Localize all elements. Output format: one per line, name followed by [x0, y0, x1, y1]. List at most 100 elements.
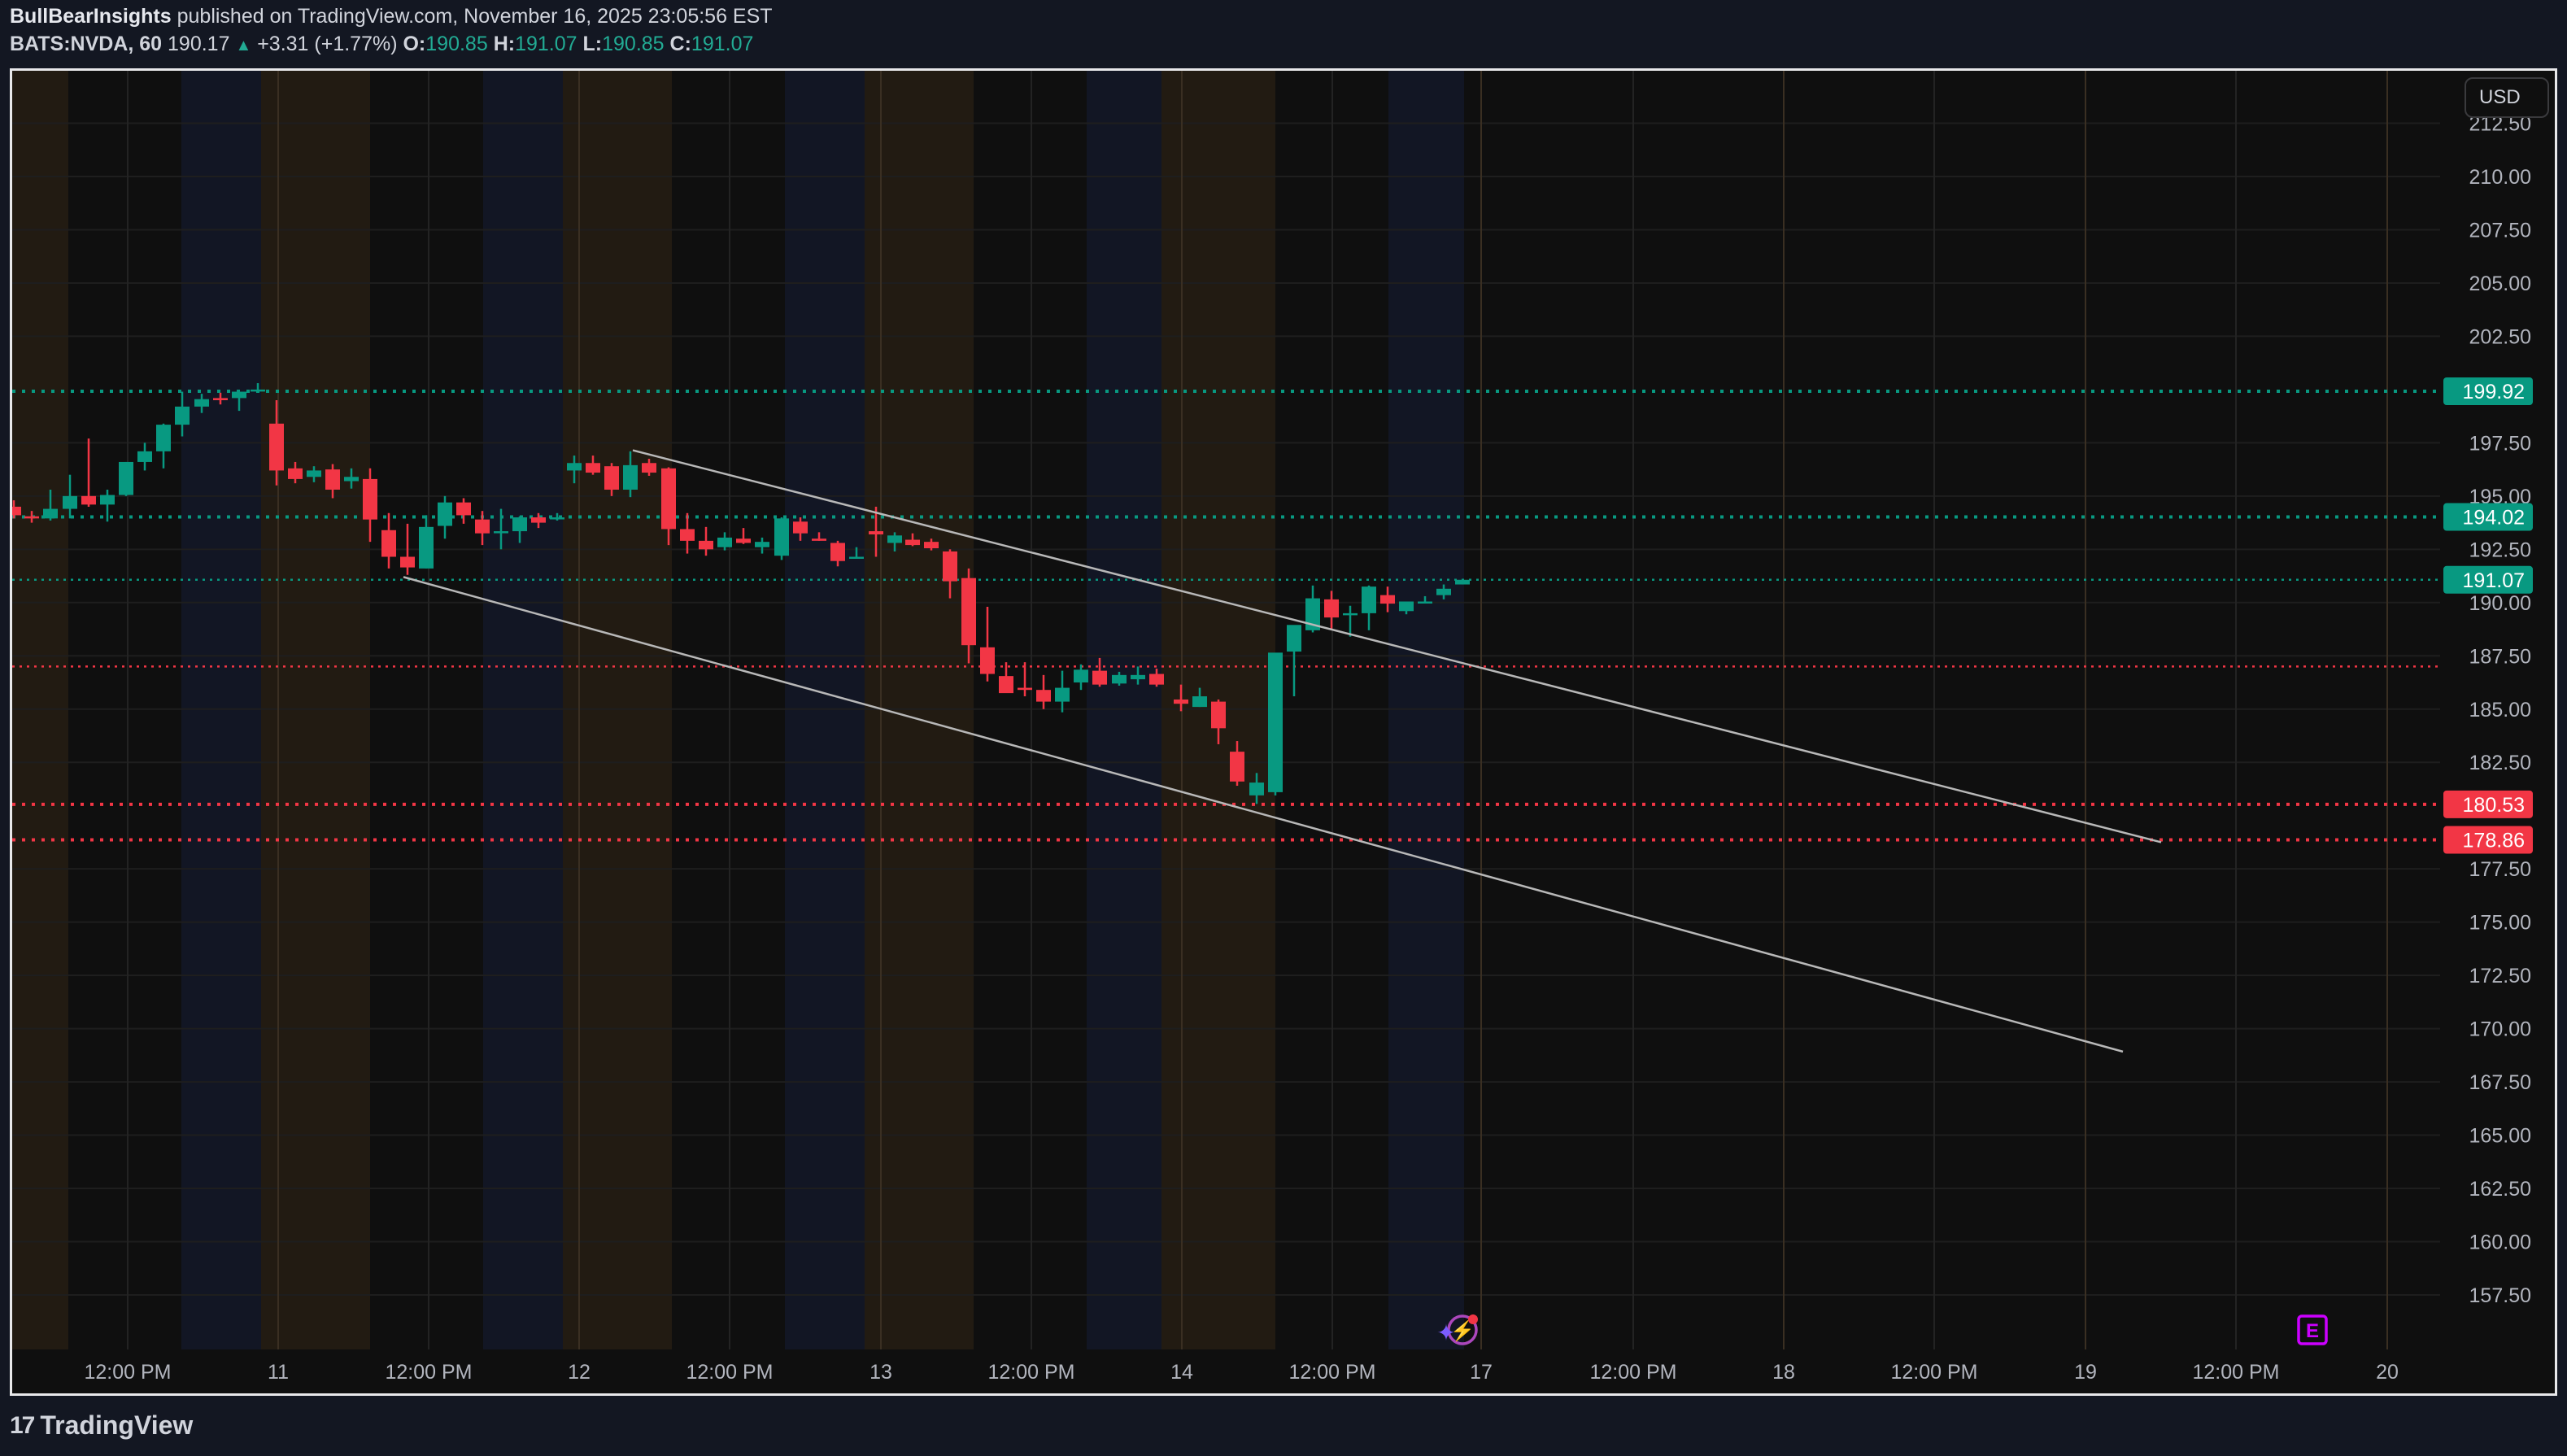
earnings-icon[interactable] [2297, 1314, 2328, 1345]
candle-down[interactable] [456, 502, 471, 516]
candle-up[interactable] [43, 508, 58, 519]
trendline-lower-channel[interactable] [403, 576, 2124, 1053]
candle-down[interactable] [924, 542, 939, 549]
candle-up[interactable] [100, 495, 115, 505]
candle-up[interactable] [774, 518, 789, 556]
candle-up[interactable] [175, 406, 190, 425]
candle-up[interactable] [1055, 687, 1070, 702]
candle-up[interactable] [1074, 669, 1088, 683]
candle-down[interactable] [1092, 670, 1107, 685]
candle-down[interactable] [81, 495, 96, 505]
candle-down[interactable] [475, 519, 490, 534]
candle-up[interactable] [849, 556, 864, 559]
candle-up[interactable] [494, 531, 508, 534]
candle-down[interactable] [381, 530, 396, 557]
candle-up[interactable] [1418, 601, 1432, 604]
candle-up[interactable] [512, 517, 527, 532]
candle-up[interactable] [567, 463, 582, 471]
price-axis-label: 175.00 [2469, 912, 2531, 935]
candle-down[interactable] [699, 540, 713, 550]
candle-up[interactable] [550, 517, 564, 520]
candle-up[interactable] [438, 502, 452, 526]
candle-up[interactable] [251, 389, 265, 392]
candle-up[interactable] [1249, 782, 1264, 796]
chart-frame[interactable]: 12:00 PM 11 12:00 PM 12 12:00 PM 13 12:00 PM 14… [10, 68, 2557, 1396]
candle-up[interactable] [1362, 586, 1376, 613]
candle-down[interactable] [680, 529, 695, 541]
price-level-badge[interactable] [2443, 565, 2533, 594]
price-axis-label: 167.50 [2469, 1071, 2531, 1094]
candle-up[interactable] [1305, 598, 1320, 630]
candle-down[interactable] [1018, 687, 1032, 691]
candle-down[interactable] [288, 468, 303, 479]
candle-up[interactable] [1112, 674, 1127, 684]
candle-up[interactable] [1268, 652, 1283, 792]
price-axis-label: 190.00 [2469, 592, 2531, 615]
candle-down[interactable] [999, 676, 1013, 694]
candle-up[interactable] [1287, 625, 1301, 652]
author-name[interactable]: BullBearInsights [10, 5, 172, 28]
candle-down[interactable] [269, 423, 284, 471]
candle-down[interactable] [1324, 599, 1339, 618]
candle-up[interactable] [194, 399, 209, 407]
candle-down[interactable] [1174, 699, 1188, 704]
candle-down[interactable] [531, 517, 546, 523]
candle-up[interactable] [119, 461, 133, 495]
candle-down[interactable] [661, 468, 676, 530]
candle-up[interactable] [1455, 579, 1470, 585]
candle-down[interactable] [1230, 752, 1244, 782]
candle-down[interactable] [793, 521, 808, 534]
candle-up[interactable] [232, 391, 246, 399]
candle-down[interactable] [943, 551, 957, 582]
candle-up[interactable] [1399, 601, 1414, 612]
candle-down[interactable] [642, 463, 656, 473]
candle-down[interactable] [905, 539, 920, 546]
candle-down[interactable] [400, 556, 415, 568]
candle-up[interactable] [1131, 674, 1145, 680]
candle-down[interactable] [604, 466, 619, 490]
candle-down[interactable] [213, 398, 228, 400]
price-axis[interactable] [2440, 71, 2555, 1349]
price-level-badge[interactable] [2443, 377, 2533, 405]
candle-up[interactable] [887, 535, 902, 543]
time-axis[interactable] [12, 1349, 2555, 1393]
candle-down[interactable] [12, 506, 21, 516]
candle-up[interactable] [1436, 588, 1451, 595]
candle-down[interactable] [24, 516, 39, 519]
trendline-upper-channel[interactable] [632, 449, 2162, 844]
candle-up[interactable] [344, 477, 359, 482]
candle-up[interactable] [623, 464, 638, 490]
candle-down[interactable] [980, 647, 995, 674]
price-level-badge[interactable] [2443, 503, 2533, 531]
candle-up[interactable] [137, 451, 152, 462]
price-level-badge[interactable] [2443, 790, 2533, 818]
tradingview-logo[interactable]: 17 TradingView [10, 1410, 193, 1441]
candle-down[interactable] [1149, 674, 1164, 685]
candle-up[interactable] [307, 470, 321, 477]
candle-down[interactable] [961, 578, 976, 646]
candle-up[interactable] [63, 495, 77, 509]
candle-down[interactable] [1036, 690, 1051, 702]
candle-down[interactable] [325, 469, 340, 490]
candle-down[interactable] [736, 538, 751, 543]
candle-down[interactable] [830, 543, 845, 561]
price-level-badge[interactable] [2443, 826, 2533, 854]
candle-down[interactable] [1211, 701, 1226, 729]
price-axis-label: 207.50 [2469, 219, 2531, 242]
candle-down[interactable] [586, 463, 600, 473]
lightning-icon[interactable] [1447, 1314, 1478, 1345]
candle-up[interactable] [755, 542, 769, 547]
candlestick-chart[interactable]: 12:00 PM 11 12:00 PM 12 12:00 PM 13 12:00 PM 14… [12, 71, 2555, 1393]
session-band-post [785, 71, 865, 1349]
candle-up[interactable] [717, 537, 732, 547]
candle-down[interactable] [812, 538, 826, 541]
candle-up[interactable] [1192, 696, 1207, 708]
candle-down[interactable] [363, 478, 377, 520]
candle-up[interactable] [419, 526, 434, 569]
session-band-pre [12, 71, 68, 1349]
candle-up[interactable] [156, 425, 171, 451]
candle-down[interactable] [1380, 595, 1395, 604]
candle-down[interactable] [869, 531, 883, 534]
candle-up[interactable] [1343, 612, 1358, 616]
currency-button[interactable]: USD [2465, 77, 2549, 118]
